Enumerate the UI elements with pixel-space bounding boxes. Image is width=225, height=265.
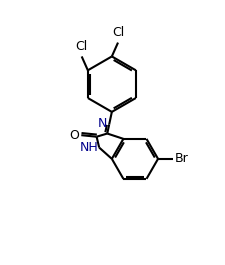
Text: Br: Br xyxy=(175,152,189,165)
Text: NH: NH xyxy=(80,141,98,154)
Text: Cl: Cl xyxy=(75,39,87,52)
Text: Cl: Cl xyxy=(113,26,125,39)
Text: O: O xyxy=(69,129,79,142)
Text: N: N xyxy=(97,117,107,130)
